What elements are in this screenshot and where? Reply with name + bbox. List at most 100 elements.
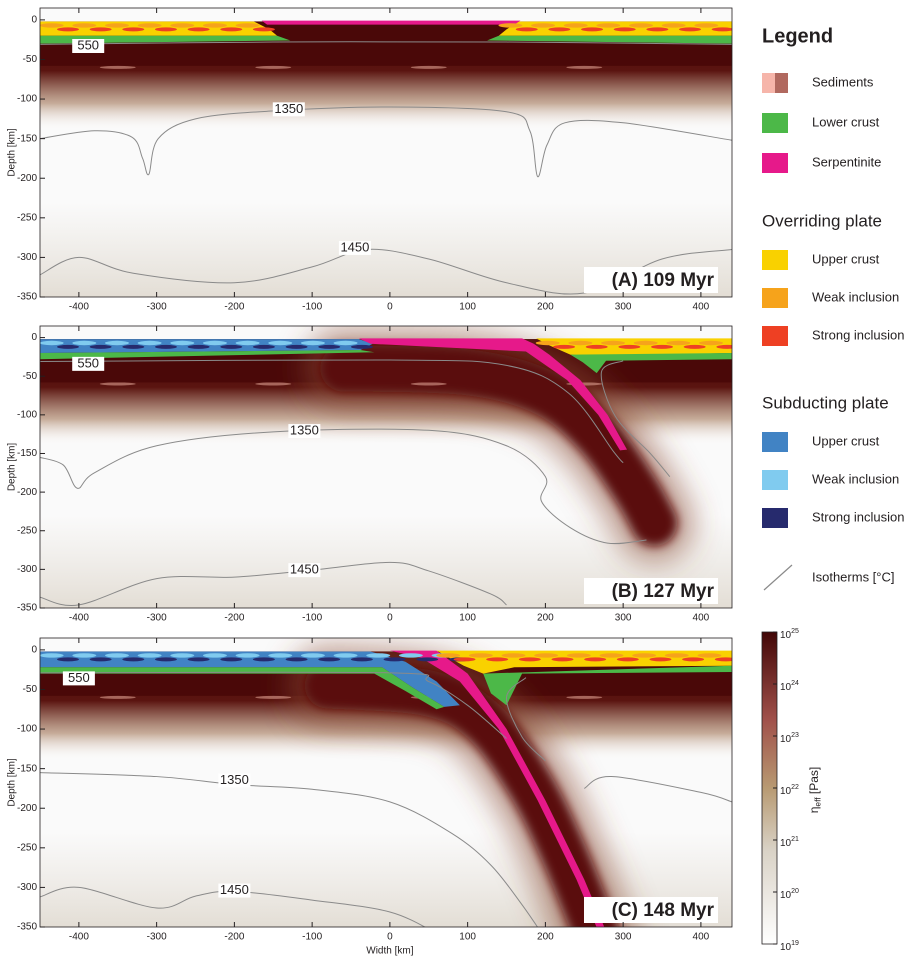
inclusion — [90, 657, 112, 661]
y-tick-label: -100 — [17, 724, 37, 735]
x-tick-label: -400 — [69, 302, 89, 313]
colorbar-tick-label: 1025 — [780, 628, 799, 641]
inclusion — [564, 23, 588, 27]
x-tick-label: -400 — [69, 613, 89, 624]
y-tick-label: -50 — [23, 371, 38, 382]
y-tick-label: -300 — [17, 882, 37, 893]
inclusion — [516, 27, 538, 31]
lens — [255, 382, 291, 385]
panel-label: (B) 127 Myr — [612, 581, 715, 602]
inclusion — [519, 657, 541, 661]
inclusion — [138, 341, 162, 345]
inclusion — [567, 653, 591, 657]
inclusion — [712, 27, 734, 31]
inclusion — [454, 657, 476, 661]
y-axis-label: Depth [km] — [7, 128, 18, 177]
legend-group-title: Subducting plate — [762, 393, 889, 412]
inclusion — [253, 27, 275, 31]
inclusion — [581, 27, 603, 31]
inclusion — [203, 23, 227, 27]
colorbar-tick-label: 1024 — [780, 680, 799, 693]
x-tick-label: 0 — [387, 302, 393, 313]
legend-label: Strong inclusion — [812, 327, 905, 342]
lens — [255, 66, 291, 69]
inclusion — [253, 657, 275, 661]
inclusion — [122, 657, 144, 661]
inclusion — [436, 653, 460, 657]
colorbar-tick-label: 1023 — [780, 732, 799, 745]
inclusion — [666, 341, 690, 345]
inclusion — [586, 345, 608, 349]
x-tick-label: 400 — [693, 302, 710, 313]
inclusion — [629, 23, 653, 27]
x-tick-label: 200 — [537, 302, 554, 313]
lens — [255, 696, 291, 699]
legend-swatch — [762, 250, 788, 270]
inclusion — [220, 27, 242, 31]
inclusion — [57, 27, 79, 31]
inclusion — [318, 657, 340, 661]
legend-label: Lower crust — [812, 114, 880, 129]
x-tick-label: -400 — [69, 932, 89, 943]
inclusion — [568, 341, 592, 345]
legend-label: Upper crust — [812, 433, 880, 448]
colorbar-label: ηeff [Pas] — [807, 767, 823, 814]
x-tick-label: -200 — [224, 932, 244, 943]
inclusion — [40, 23, 64, 27]
inclusion — [536, 341, 560, 345]
y-tick-label: -150 — [17, 133, 37, 144]
inclusion — [40, 653, 64, 657]
inclusion — [188, 657, 210, 661]
y-tick-label: -350 — [17, 292, 37, 303]
inclusion — [286, 657, 308, 661]
lens — [100, 66, 136, 69]
inclusion — [268, 653, 292, 657]
isotherm-label: 1350 — [220, 772, 249, 787]
inclusion — [301, 653, 325, 657]
inclusion — [599, 653, 623, 657]
inclusion — [548, 27, 570, 31]
inclusion — [498, 23, 522, 27]
inclusion — [662, 23, 686, 27]
y-axis-label: Depth [km] — [7, 758, 18, 807]
isotherm-label: 550 — [68, 670, 90, 685]
inclusion — [399, 653, 423, 657]
x-tick-label: -300 — [147, 302, 167, 313]
lens — [566, 66, 602, 69]
inclusion — [596, 23, 620, 27]
legend-isotherm — [764, 565, 792, 590]
isotherm-label: 550 — [77, 355, 99, 370]
x-tick-label: -200 — [224, 302, 244, 313]
inclusion — [553, 345, 575, 349]
inclusion — [105, 341, 129, 345]
x-tick-label: 300 — [615, 613, 632, 624]
inclusion — [170, 341, 194, 345]
lens — [566, 696, 602, 699]
inclusion — [649, 657, 671, 661]
inclusion — [351, 345, 373, 349]
y-tick-label: -350 — [17, 603, 37, 614]
inclusion — [679, 27, 701, 31]
figure: Legend 55013501450(A) 109 Myr-400-300-20… — [0, 0, 923, 959]
y-tick-label: -100 — [17, 94, 37, 105]
inclusion — [601, 341, 625, 345]
x-tick-label: 200 — [537, 932, 554, 943]
x-tick-label: 0 — [387, 613, 393, 624]
inclusion — [366, 653, 390, 657]
inclusion — [220, 657, 242, 661]
inclusion — [614, 27, 636, 31]
legend-group-title: Overriding plate — [762, 211, 882, 230]
x-tick-label: 100 — [459, 613, 476, 624]
x-tick-label: 0 — [387, 932, 393, 943]
inclusion — [684, 345, 706, 349]
panel-label: (C) 148 Myr — [612, 900, 715, 921]
legend-swatch — [762, 73, 775, 93]
inclusion — [236, 653, 260, 657]
inclusion — [253, 345, 275, 349]
legend-label: Isotherms [°C] — [812, 569, 895, 584]
legend-label: Strong inclusion — [812, 509, 905, 524]
inclusion — [618, 345, 640, 349]
lens — [411, 66, 447, 69]
